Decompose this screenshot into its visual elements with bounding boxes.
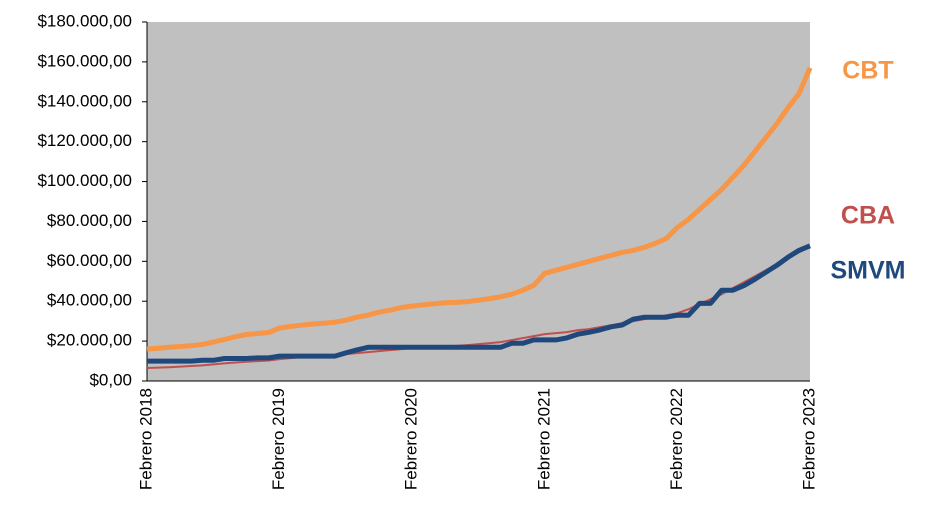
x-tick-label: Febrero 2021 [534, 388, 553, 490]
x-tick-label: Febrero 2019 [269, 388, 288, 490]
y-tick-label: $60.000,00 [47, 251, 132, 270]
series-label: CBT [842, 57, 893, 85]
y-tick-label: $100.000,00 [37, 171, 132, 190]
y-tick-label: $180.000,00 [37, 11, 132, 30]
y-tick-label: $80.000,00 [47, 211, 132, 230]
x-tick-label: Febrero 2018 [136, 388, 155, 490]
y-tick-label: $140.000,00 [37, 91, 132, 110]
series-label: SMVM [831, 257, 906, 285]
y-tick-label: $120.000,00 [37, 131, 132, 150]
series-line [147, 243, 811, 364]
series-label: CBA [841, 202, 895, 230]
plot-area [147, 22, 810, 381]
series-line [146, 66, 813, 352]
y-tick-label: $160.000,00 [37, 51, 132, 70]
y-tick-label: $40.000,00 [47, 291, 132, 310]
x-tick-label: Febrero 2022 [667, 388, 686, 490]
y-tick-label: $0,00 [89, 370, 132, 389]
y-tick-label: $20.000,00 [47, 331, 132, 350]
x-tick-label: Febrero 2020 [402, 388, 421, 490]
x-tick-label: Febrero 2023 [799, 388, 818, 490]
